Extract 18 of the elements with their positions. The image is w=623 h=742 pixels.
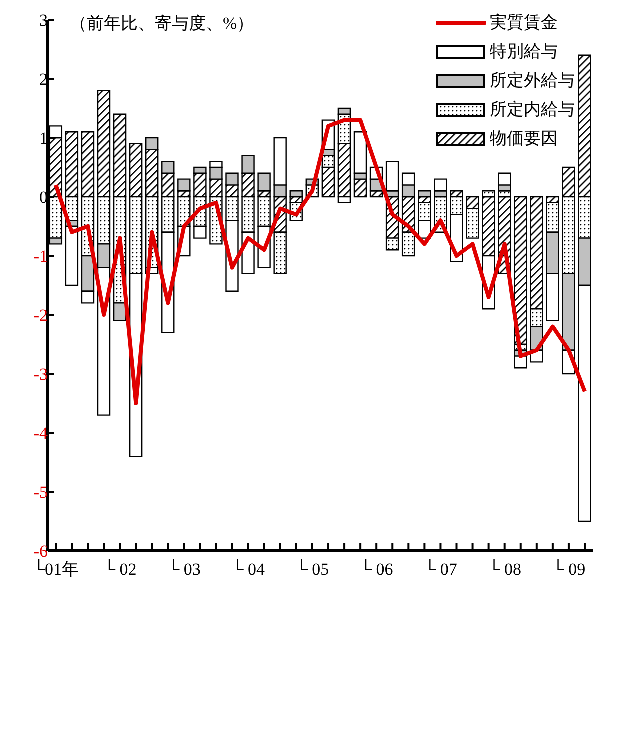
legend-label: 所定外給与: [490, 70, 575, 92]
x-tick-label: └ 03: [168, 559, 201, 579]
x-tick-label: └ 05: [296, 559, 330, 579]
legend-label: 実質賃金: [490, 12, 558, 34]
y-tick-label: -6: [34, 542, 48, 561]
legend-label: 物価要因: [490, 128, 558, 150]
x-tick-label: └ 02: [103, 559, 137, 579]
y-tick-label: 1: [40, 129, 48, 148]
line-series: [54, 118, 587, 406]
legend-label: 特別給与: [490, 41, 558, 63]
x-tick-label: └ 04: [232, 559, 266, 579]
x-tick-label: └ 08: [488, 559, 522, 579]
legend-label: 所定内給与: [490, 99, 575, 121]
x-tick-label: └ 09: [552, 559, 586, 579]
y-axis-title: （前年比、寄与度、%）: [70, 13, 254, 35]
x-tick-label: └ 06: [360, 559, 394, 579]
x-tick-label: └ 07: [424, 559, 458, 579]
x-tick-label: └01年: [32, 559, 80, 579]
